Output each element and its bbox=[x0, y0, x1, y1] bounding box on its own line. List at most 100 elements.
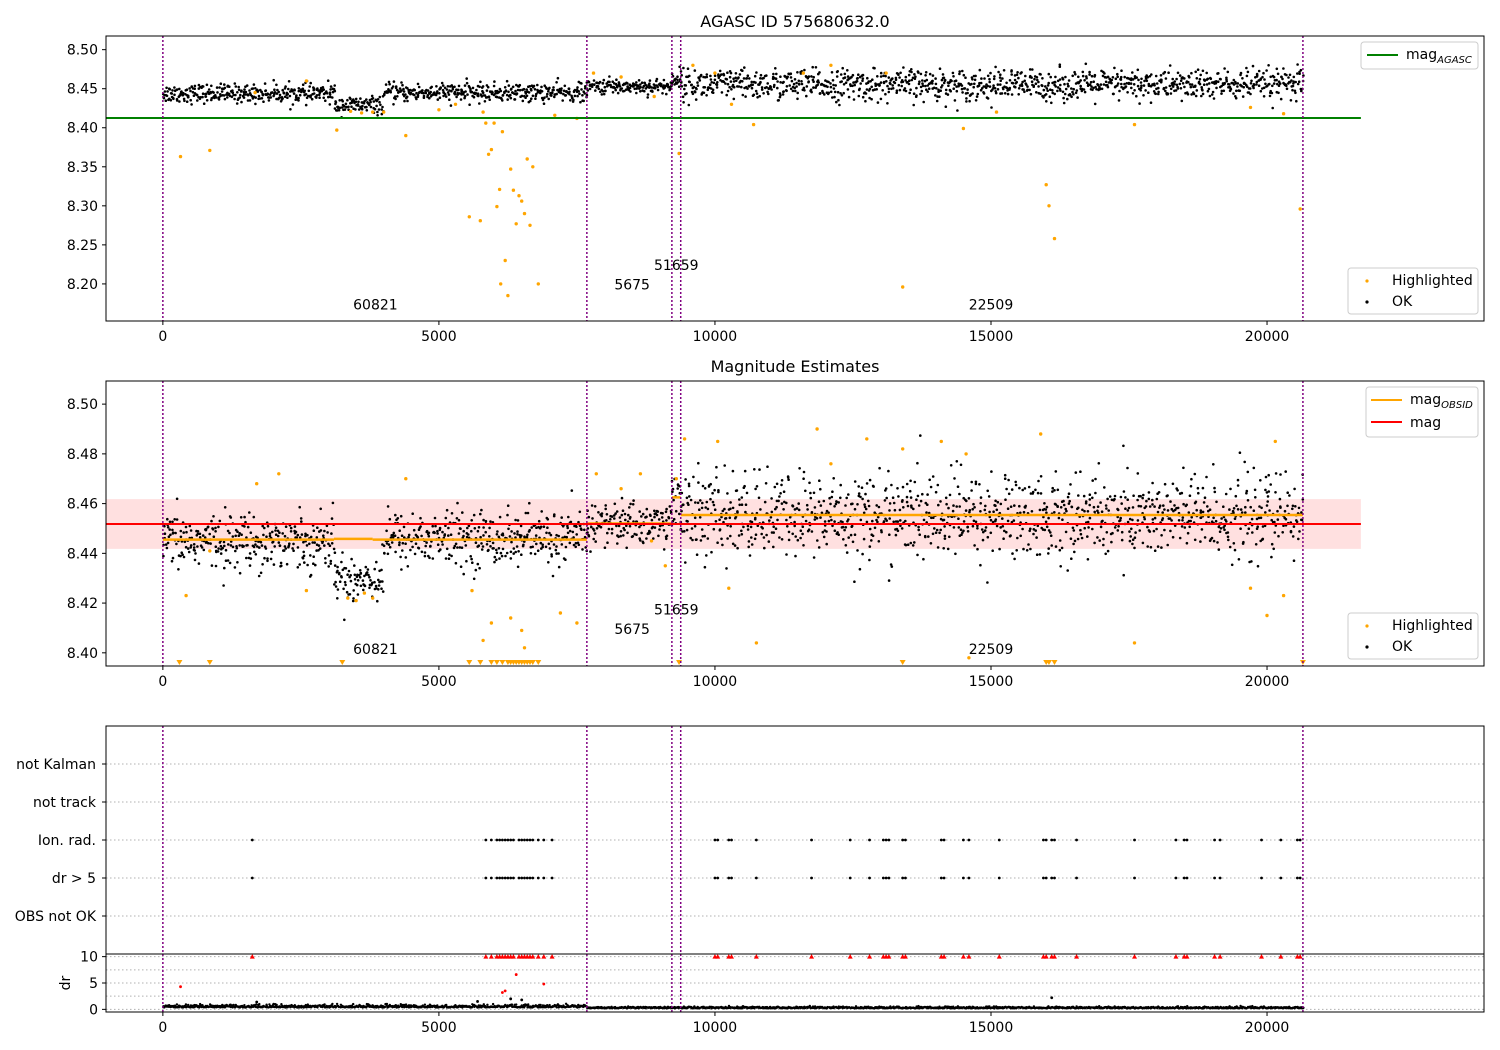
ok-point bbox=[1151, 518, 1155, 521]
ok-point bbox=[1300, 89, 1303, 93]
ok-point bbox=[1223, 528, 1226, 532]
ok-point bbox=[590, 85, 594, 88]
ok-point bbox=[1064, 75, 1067, 79]
flag-point bbox=[489, 876, 493, 880]
ok-point bbox=[1196, 68, 1200, 71]
ok-point bbox=[795, 81, 798, 85]
ok-point bbox=[171, 96, 175, 100]
ok-point bbox=[354, 108, 357, 111]
ok-point bbox=[1112, 92, 1115, 96]
ok-point bbox=[1279, 506, 1282, 510]
ok-point bbox=[958, 70, 961, 73]
highlighted-point bbox=[354, 598, 358, 603]
ok-point bbox=[1042, 515, 1045, 519]
ok-point bbox=[491, 541, 495, 545]
ok-point bbox=[811, 65, 814, 69]
ok-point bbox=[1061, 90, 1065, 94]
flag-point bbox=[500, 876, 504, 880]
ok-point bbox=[1107, 509, 1110, 512]
ok-point bbox=[1253, 488, 1257, 492]
ok-point bbox=[287, 87, 290, 91]
ok-point bbox=[1098, 539, 1101, 542]
highlighted-point bbox=[677, 151, 681, 156]
ok-point bbox=[639, 90, 642, 93]
ok-point bbox=[1274, 472, 1278, 475]
ok-point bbox=[687, 482, 691, 486]
ok-point bbox=[979, 502, 982, 505]
ok-point bbox=[1163, 482, 1167, 486]
ok-point bbox=[745, 77, 749, 80]
ok-point bbox=[622, 526, 625, 530]
ok-point bbox=[807, 75, 811, 78]
ok-point bbox=[1028, 68, 1032, 71]
ok-point bbox=[931, 532, 935, 536]
ok-point bbox=[354, 100, 358, 104]
ok-point bbox=[564, 545, 568, 549]
ok-point bbox=[343, 108, 347, 111]
ok-point bbox=[615, 78, 618, 81]
ok-point bbox=[259, 571, 263, 575]
ok-point bbox=[793, 524, 796, 528]
ok-point bbox=[204, 527, 208, 531]
ok-point bbox=[885, 80, 888, 83]
ok-point bbox=[903, 87, 907, 90]
ok-point bbox=[974, 520, 978, 524]
ok-point bbox=[1277, 84, 1281, 87]
highlighted-point bbox=[663, 564, 667, 568]
ok-point bbox=[409, 88, 412, 92]
ok-point bbox=[886, 102, 889, 105]
ok-point bbox=[825, 542, 828, 546]
ok-point bbox=[796, 91, 799, 95]
ok-point bbox=[344, 102, 348, 106]
ok-point bbox=[607, 527, 611, 531]
flag-point bbox=[1044, 838, 1048, 842]
ok-point bbox=[482, 526, 485, 529]
ok-point bbox=[287, 80, 291, 83]
ok-point bbox=[467, 84, 471, 88]
ok-point bbox=[855, 79, 859, 83]
ok-point bbox=[651, 525, 655, 529]
ok-point bbox=[312, 562, 315, 565]
ok-point bbox=[1047, 72, 1051, 76]
highlighted-point bbox=[713, 71, 717, 75]
ok-point bbox=[1124, 507, 1127, 511]
ok-point bbox=[833, 529, 837, 532]
ok-point bbox=[616, 91, 620, 95]
ok-point bbox=[532, 84, 536, 88]
ok-point bbox=[1021, 527, 1024, 531]
ok-point bbox=[1119, 78, 1123, 81]
ok-point bbox=[1017, 93, 1020, 96]
ok-point bbox=[566, 526, 569, 530]
ok-point bbox=[580, 528, 583, 531]
ok-point bbox=[970, 489, 973, 492]
ok-point bbox=[396, 517, 400, 520]
ok-point bbox=[759, 73, 763, 77]
ok-point bbox=[568, 529, 572, 533]
ok-point bbox=[740, 503, 744, 507]
ok-point bbox=[277, 90, 281, 94]
ok-point bbox=[1155, 82, 1159, 85]
ok-point bbox=[1143, 79, 1146, 83]
ok-point bbox=[1220, 517, 1223, 520]
ok-point bbox=[684, 84, 688, 87]
ok-point bbox=[1113, 494, 1117, 498]
ok-point bbox=[653, 509, 656, 513]
ok-point bbox=[1292, 559, 1296, 562]
ok-point bbox=[274, 526, 278, 529]
ok-legend-marker bbox=[1365, 300, 1369, 304]
ok-point bbox=[1270, 518, 1273, 522]
ok-point bbox=[1071, 74, 1074, 78]
ok-point bbox=[904, 89, 908, 93]
ok-point bbox=[170, 559, 174, 563]
ok-point bbox=[214, 94, 217, 97]
ok-point bbox=[962, 520, 966, 523]
ok-point bbox=[1210, 520, 1214, 523]
ok-point bbox=[743, 484, 746, 488]
ok-point bbox=[465, 81, 469, 85]
ok-point bbox=[1242, 85, 1245, 89]
ok-point bbox=[817, 72, 820, 76]
ok-point bbox=[509, 96, 513, 100]
ok-point bbox=[477, 526, 481, 529]
ok-point bbox=[927, 535, 930, 538]
ok-point bbox=[1180, 99, 1184, 103]
